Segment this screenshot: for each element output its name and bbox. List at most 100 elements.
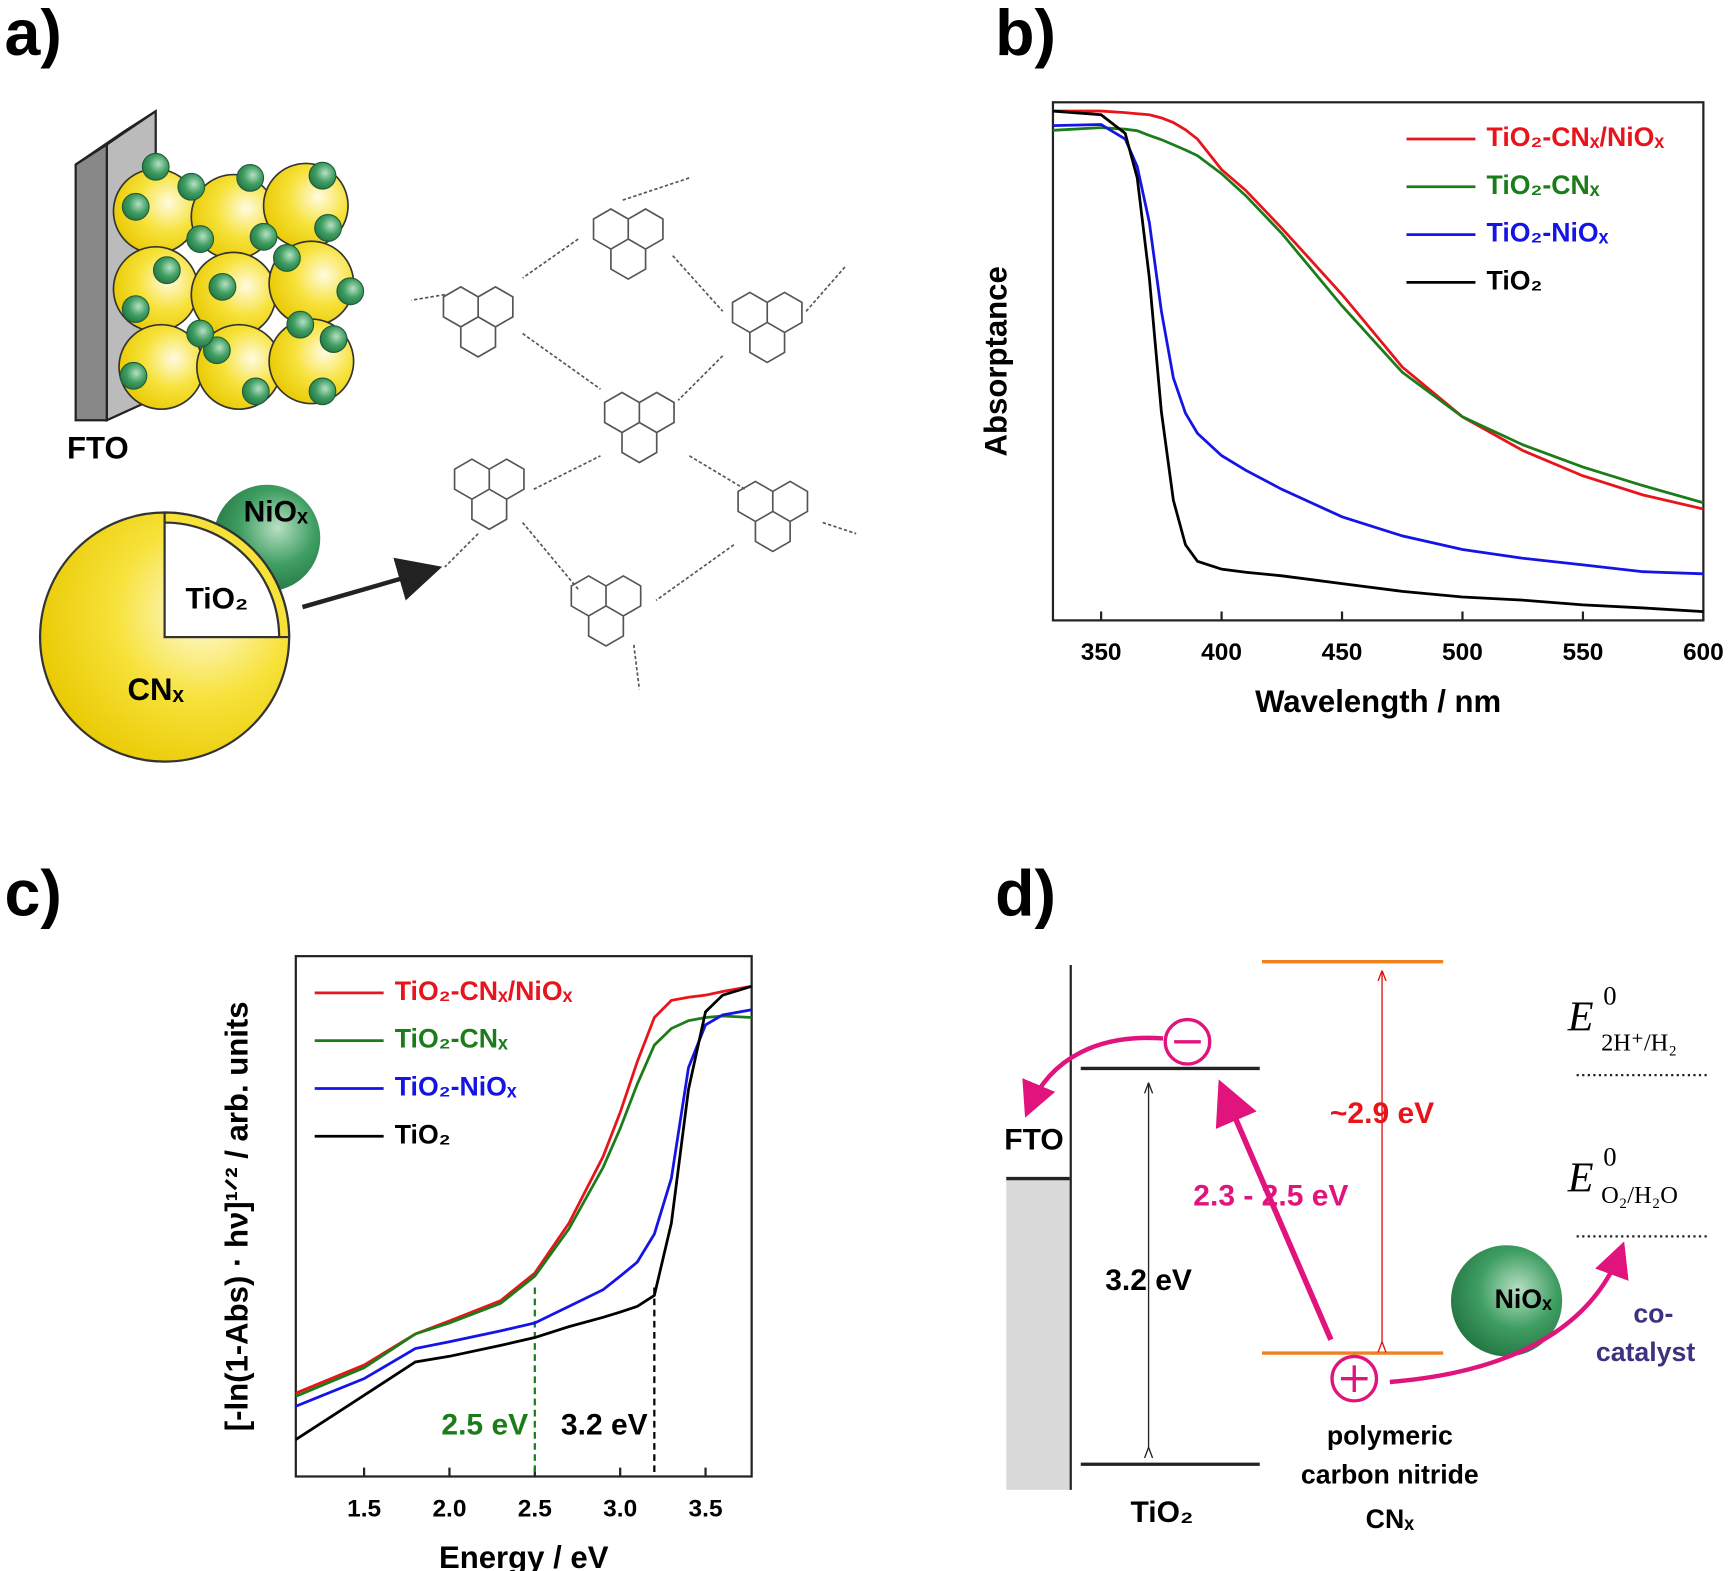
nio-dot <box>177 172 206 201</box>
cocatalyst-label: co- <box>1633 1298 1673 1328</box>
nio-particle <box>1450 1245 1563 1357</box>
nio-dot <box>308 377 337 406</box>
nio-dot <box>286 310 315 339</box>
heptazine-ring <box>592 208 664 281</box>
fto-block <box>1006 1178 1070 1490</box>
bond <box>522 238 579 279</box>
x-tick-label: 2.5 <box>518 1495 552 1522</box>
legend-label: TiO₂-CNₓ <box>395 1024 508 1054</box>
bond <box>444 533 479 568</box>
series-line <box>1052 126 1704 505</box>
legend-label: TiO₂-NiOₓ <box>395 1072 517 1102</box>
heptazine-ring <box>570 574 642 647</box>
legend-label: TiO₂-CNₓ/NiOₓ <box>1487 122 1665 152</box>
cn-label: CNₓ <box>1366 1504 1415 1534</box>
nio-dot <box>319 325 348 354</box>
nio-dot <box>152 256 181 285</box>
panel-d: d) FTO 3.2 eV TiO₂ ~2.9 eV 2.3 - 2.5 eV … <box>995 857 1707 1534</box>
x-tick-label: 3.5 <box>689 1495 723 1522</box>
hole-sign <box>1340 1365 1368 1392</box>
bond <box>655 544 735 602</box>
hole-transfer <box>1389 1241 1629 1385</box>
nio-dot <box>336 277 365 306</box>
gap-label: 3.2 eV <box>561 1408 648 1441</box>
bond <box>521 522 579 590</box>
panel-label: d) <box>995 857 1056 929</box>
x-tick-label: 2.0 <box>432 1495 466 1522</box>
cn-structure <box>411 177 857 690</box>
excitation-arrow <box>1215 1079 1334 1341</box>
heptazine-ring <box>737 480 809 553</box>
electron-transfer <box>1022 1035 1164 1118</box>
potential-symbol: E <box>1567 993 1594 1040</box>
heptazine-ring <box>442 285 514 358</box>
nio-dot <box>241 377 270 406</box>
heptazine-ring <box>603 391 675 464</box>
x-tick-label: 3.0 <box>603 1495 637 1522</box>
nio-dot <box>202 336 231 365</box>
series-line <box>1052 109 1704 613</box>
bond <box>688 455 746 490</box>
bond <box>805 266 846 312</box>
x-axis-title: Energy / eV <box>439 1540 609 1571</box>
cocatalyst-label: catalyst <box>1596 1337 1695 1367</box>
panel-label: c) <box>5 857 62 929</box>
potential-symbol: E <box>1567 1155 1594 1202</box>
panel-b: b) 350 400 450 500 550 600 Wavelength / nm Absor… <box>979 0 1724 719</box>
plot-frame <box>294 955 753 1478</box>
series-line <box>295 984 752 1395</box>
legend-label: TiO₂-CNₓ/NiOₓ <box>395 976 573 1006</box>
x-tick-label: 500 <box>1442 639 1483 666</box>
zoom-arrow <box>301 557 443 610</box>
fto-label: FTO <box>67 431 129 466</box>
panel-c: c) 1.5 2.0 2.5 3.0 3.5 Energy / eV [-ln(1-Abs) … <box>5 857 753 1571</box>
nio-dot <box>273 244 301 272</box>
heptazine-ring <box>453 458 525 531</box>
series-line <box>1052 109 1704 511</box>
nio-dot <box>119 361 148 390</box>
bond <box>822 521 857 535</box>
x-tick-label: 350 <box>1081 639 1122 666</box>
bond <box>522 332 601 390</box>
y-axis-title: [-ln(1-Abs) · hν]¹ᐟ² / arb. units <box>219 1001 254 1431</box>
fto-label: FTO <box>1004 1124 1063 1157</box>
x-tick-label: 550 <box>1563 639 1604 666</box>
bond <box>622 177 690 201</box>
bond <box>533 455 601 490</box>
nio-dot <box>121 192 150 221</box>
gap-label: ~2.9 eV <box>1330 1097 1434 1130</box>
series-line <box>295 1014 752 1398</box>
nio-dot <box>141 152 170 181</box>
legend-label: TiO₂-NiOₓ <box>1487 218 1609 248</box>
heptazine-ring <box>731 291 803 364</box>
panel-label: b) <box>995 0 1056 69</box>
nio-label: NiOₓ <box>244 496 309 529</box>
tio2-label: TiO₂ <box>185 582 248 615</box>
nio-dot <box>121 295 150 323</box>
nio-dot <box>186 225 215 253</box>
particle-film <box>112 152 365 410</box>
x-axis-title: Wavelength / nm <box>1255 684 1501 719</box>
gap-label: 2.5 eV <box>441 1408 528 1441</box>
bond <box>677 355 724 401</box>
legend-label: TiO₂ <box>1487 265 1543 295</box>
plot-frame <box>1051 101 1705 622</box>
nio-dot <box>236 163 265 192</box>
nio-label: NiOₓ <box>1495 1284 1552 1314</box>
nio-dot <box>186 319 215 348</box>
x-tick-label: 600 <box>1683 639 1724 666</box>
x-tick-label: 450 <box>1322 639 1363 666</box>
gap-label: 3.2 eV <box>1105 1264 1192 1297</box>
nio-dot <box>249 222 278 251</box>
potential-sup: 0 <box>1603 981 1616 1011</box>
potential-sup: 0 <box>1603 1142 1616 1172</box>
nio-dot <box>308 161 337 190</box>
x-tick-label: 1.5 <box>347 1495 381 1522</box>
series-line <box>295 1008 752 1408</box>
nio-dot <box>314 214 342 242</box>
cn-label: carbon nitride <box>1301 1460 1479 1490</box>
bond <box>411 293 445 302</box>
potential-sub: 2H⁺/H₂ <box>1601 1030 1677 1057</box>
series-line <box>295 984 753 1441</box>
